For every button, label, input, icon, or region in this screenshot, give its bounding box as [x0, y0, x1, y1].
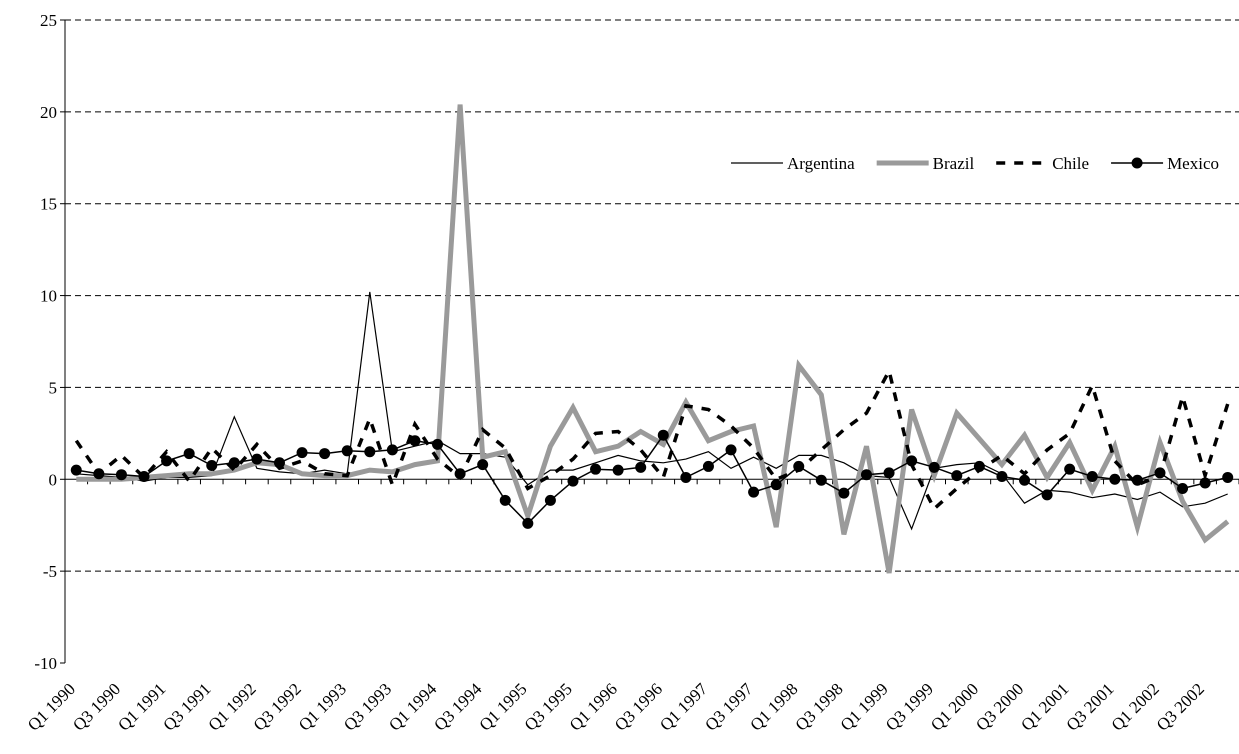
series-marker: [906, 455, 918, 467]
series-marker: [386, 444, 398, 456]
x-tick-label: Q3 1997: [701, 679, 757, 735]
legend-label: Mexico: [1167, 154, 1219, 173]
y-tick-label: -5: [43, 562, 57, 581]
series-marker: [680, 471, 692, 483]
series-marker: [161, 455, 173, 467]
x-tick-label: Q1 1994: [385, 679, 441, 735]
y-tick-label: 5: [49, 378, 58, 397]
series-marker: [702, 460, 714, 472]
x-tick-label: Q3 1993: [340, 679, 395, 734]
series-marker: [612, 464, 624, 476]
series-marker: [725, 444, 737, 456]
x-tick-label: Q3 2002: [1153, 679, 1208, 734]
series-marker: [973, 460, 985, 472]
series-marker: [251, 453, 263, 465]
series-marker: [567, 475, 579, 487]
series-marker: [432, 438, 444, 450]
series-marker: [319, 448, 331, 460]
series-marker: [657, 429, 669, 441]
series-marker: [996, 471, 1008, 483]
x-tick-label: Q3 1995: [521, 679, 576, 734]
series-marker: [138, 471, 150, 483]
x-tick-label: Q3 1992: [250, 679, 305, 734]
series-line: [76, 433, 1228, 525]
series-marker: [860, 469, 872, 481]
x-tick-label: Q3 1996: [611, 679, 666, 734]
series-marker: [1041, 489, 1053, 501]
series-marker: [928, 461, 940, 473]
legend-marker: [1131, 157, 1143, 169]
series-marker: [544, 494, 556, 506]
y-tick-label: 25: [40, 11, 57, 30]
series-marker: [477, 459, 489, 471]
series-marker: [409, 435, 421, 447]
x-tick-label: Q1 2002: [1108, 679, 1163, 734]
series-marker: [883, 467, 895, 479]
series-marker: [1109, 473, 1121, 485]
x-tick-label: Q1 1999: [837, 679, 892, 734]
series-marker: [1199, 477, 1211, 489]
series-marker: [1064, 463, 1076, 475]
series-marker: [1086, 471, 1098, 483]
legend-label: Argentina: [787, 154, 855, 173]
series-marker: [1019, 474, 1031, 486]
series-marker: [206, 460, 218, 472]
y-tick-label: -10: [34, 654, 57, 673]
series-marker: [454, 468, 466, 480]
x-tick-label: Q3 1999: [882, 679, 937, 734]
series-marker: [70, 464, 82, 476]
y-tick-label: 0: [49, 470, 58, 489]
y-tick-label: 15: [40, 195, 57, 214]
x-tick-label: Q3 1994: [430, 679, 486, 735]
x-tick-label: Q3 2000: [972, 679, 1027, 734]
series-marker: [296, 447, 308, 459]
series-marker: [1177, 482, 1189, 494]
series-marker: [228, 457, 240, 469]
series-marker: [1154, 467, 1166, 479]
x-tick-label: Q1 1997: [656, 679, 712, 735]
legend-label: Brazil: [933, 154, 975, 173]
series-marker: [1222, 471, 1234, 483]
x-tick-label: Q1 1991: [114, 679, 169, 734]
series-marker: [115, 469, 127, 481]
legend-label: Chile: [1052, 154, 1089, 173]
series-line: [76, 291, 1228, 531]
x-tick-label: Q3 1991: [159, 679, 214, 734]
x-tick-label: Q1 2000: [927, 679, 982, 734]
x-tick-label: Q1 1993: [295, 679, 350, 734]
y-tick-label: 20: [40, 103, 57, 122]
series-marker: [341, 445, 353, 457]
series-marker: [793, 460, 805, 472]
series-marker: [951, 470, 963, 482]
x-tick-label: Q1 1998: [746, 679, 801, 734]
series-marker: [815, 474, 827, 486]
x-tick-label: Q1 1990: [24, 679, 79, 734]
series-marker: [183, 448, 195, 460]
series-line: [76, 104, 1230, 574]
series-marker: [522, 517, 534, 529]
x-tick-label: Q1 1995: [475, 679, 530, 734]
legend: Argentina Brazil Chile Mexico: [731, 154, 1219, 173]
x-tick-label: Q3 1998: [792, 679, 847, 734]
series-marker: [770, 479, 782, 491]
y-tick-label: 10: [40, 287, 57, 306]
x-tick-label: Q1 1992: [205, 679, 260, 734]
series-marker: [364, 446, 376, 458]
x-tick-label: Q3 1990: [69, 679, 124, 734]
x-tick-label: Q1 2001: [1017, 679, 1072, 734]
series-marker: [1131, 474, 1143, 486]
series-marker: [499, 494, 511, 506]
series-marker: [590, 463, 602, 475]
series-line: [74, 366, 1230, 512]
series-marker: [93, 468, 105, 480]
x-tick-label: Q3 2001: [1062, 679, 1117, 734]
series-marker: [273, 457, 285, 469]
x-tick-label: Q1 1996: [566, 679, 621, 734]
series-marker: [748, 486, 760, 498]
series-marker: [635, 461, 647, 473]
series-marker: [838, 487, 850, 499]
